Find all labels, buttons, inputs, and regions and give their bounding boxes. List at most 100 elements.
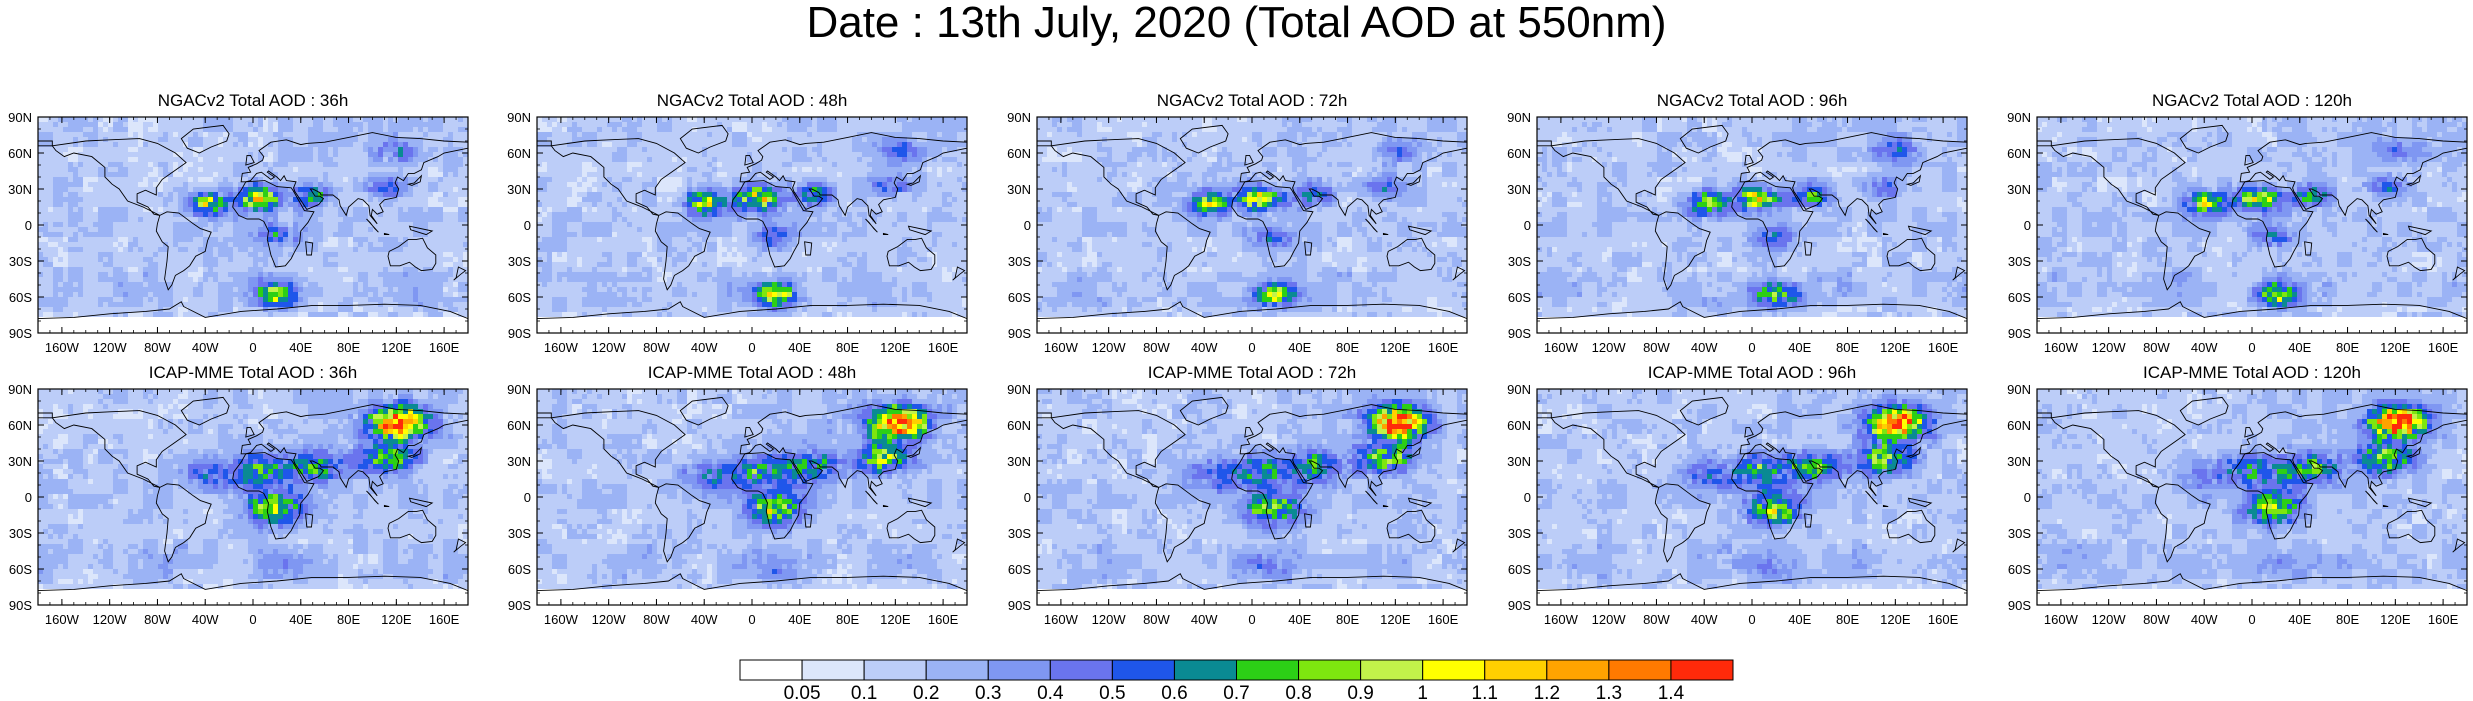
lat-tick-label: 60N [8, 418, 32, 433]
lon-tick-label: 160W [1044, 612, 1079, 627]
lat-tick-label: 0 [25, 218, 32, 233]
coastlines [2037, 124, 2467, 333]
lon-tick-label: 0 [1248, 612, 1255, 627]
lat-tick-label: 60N [507, 146, 531, 161]
lat-tick-label: 90N [507, 110, 531, 125]
lon-tick-label: 160E [1928, 340, 1959, 355]
lat-tick-label: 60S [1008, 562, 1031, 577]
lon-tick-label: 120W [2092, 340, 2127, 355]
lon-tick-label: 120E [2380, 612, 2411, 627]
coastlines [537, 396, 967, 605]
lon-tick-label: 40E [1288, 612, 1311, 627]
lon-tick-label: 120E [880, 612, 911, 627]
panel-title: NGACv2 Total AOD : 36h [158, 91, 349, 110]
lon-tick-label: 80W [144, 612, 171, 627]
lat-tick-label: 30S [508, 526, 531, 541]
lat-tick-label: 30N [1007, 454, 1031, 469]
lat-tick-label: 30S [1508, 526, 1531, 541]
colorbar-label: 1.2 [1534, 683, 1560, 701]
lon-tick-label: 40W [1691, 340, 1718, 355]
lon-tick-label: 120W [93, 340, 128, 355]
lon-tick-label: 80W [1643, 612, 1670, 627]
lon-tick-label: 40W [691, 340, 718, 355]
lat-tick-label: 60S [1508, 290, 1531, 305]
lon-tick-label: 120W [592, 612, 627, 627]
lon-tick-label: 80W [144, 340, 171, 355]
lat-tick-label: 30N [8, 454, 32, 469]
lat-tick-label: 0 [2024, 490, 2031, 505]
lon-tick-label: 80W [1143, 340, 1170, 355]
lon-tick-label: 0 [1748, 340, 1755, 355]
lon-tick-label: 160W [1544, 340, 1579, 355]
lon-tick-label: 80W [1643, 340, 1670, 355]
lat-tick-label: 0 [25, 490, 32, 505]
colorbar-box [1670, 659, 1734, 681]
lat-tick-label: 60S [1508, 562, 1531, 577]
lat-tick-label: 30S [1508, 254, 1531, 269]
lat-tick-label: 60N [1007, 146, 1031, 161]
lat-tick-label: 90S [1508, 326, 1531, 341]
lat-tick-label: 90N [8, 110, 32, 125]
lon-tick-label: 160W [544, 340, 579, 355]
panel-title: NGACv2 Total AOD : 72h [1157, 91, 1348, 110]
lat-tick-label: 0 [524, 218, 531, 233]
lon-tick-label: 40W [2191, 612, 2218, 627]
lon-tick-label: 120E [1380, 340, 1411, 355]
lon-tick-label: 160E [2428, 340, 2459, 355]
map-panel-10: 90N 60N 30N 0 30S 60S 90S 160W 120W 80W 40W 0 40E 80E… [2007, 363, 2468, 627]
lon-tick-label: 160E [928, 612, 959, 627]
panel-title: NGACv2 Total AOD : 48h [657, 91, 848, 110]
lon-tick-label: 160E [429, 340, 460, 355]
lon-tick-label: 40E [788, 340, 811, 355]
lat-tick-label: 90N [1507, 110, 1531, 125]
lon-tick-label: 80W [2143, 340, 2170, 355]
lon-tick-label: 160E [429, 612, 460, 627]
lat-tick-label: 30N [2007, 454, 2031, 469]
lon-tick-label: 160E [1428, 340, 1459, 355]
map-panel-7: 90N 60N 30N 0 30S 60S 90S 160W 120W 80W 40W 0 40E 80E… [507, 363, 968, 627]
lat-tick-label: 90N [2007, 110, 2031, 125]
panel-title: NGACv2 Total AOD : 120h [2152, 91, 2352, 110]
lon-tick-label: 120E [1380, 612, 1411, 627]
lat-tick-label: 60N [2007, 418, 2031, 433]
lat-tick-label: 30N [507, 182, 531, 197]
coastlines [38, 124, 468, 333]
lat-tick-label: 0 [1524, 490, 1531, 505]
lon-tick-label: 80E [1836, 340, 1859, 355]
map-panel-3: 90N 60N 30N 0 30S 60S 90S 160W 120W 80W 40W 0 40E 80E… [1007, 91, 1468, 355]
panel-title: ICAP-MME Total AOD : 120h [2143, 363, 2361, 382]
lon-tick-label: 40E [1788, 340, 1811, 355]
panel-title: NGACv2 Total AOD : 96h [1657, 91, 1848, 110]
colorbar-box [739, 659, 803, 681]
colorbar-label: 0.5 [1099, 683, 1125, 701]
lon-tick-label: 120E [1880, 340, 1911, 355]
lon-tick-label: 160E [2428, 612, 2459, 627]
lat-tick-label: 30N [2007, 182, 2031, 197]
map-panel-5: 90N 60N 30N 0 30S 60S 90S 160W 120W 80W 40W 0 40E 80E… [2007, 91, 2468, 355]
lat-tick-label: 30N [1507, 182, 1531, 197]
aod-field [1537, 117, 1967, 333]
lon-tick-label: 40W [192, 612, 219, 627]
lon-tick-label: 40W [1691, 612, 1718, 627]
lat-tick-label: 60S [9, 290, 32, 305]
lon-tick-label: 40W [691, 612, 718, 627]
lon-tick-label: 80E [1336, 340, 1359, 355]
lon-tick-label: 120E [381, 612, 412, 627]
lat-tick-label: 90N [1007, 110, 1031, 125]
main-title: Date : 13th July, 2020 (Total AOD at 550… [0, 0, 2473, 46]
coastlines [38, 396, 468, 605]
colorbar-label: 1.3 [1596, 683, 1622, 701]
aod-field [2037, 389, 2467, 605]
aod-field [38, 389, 468, 605]
lat-tick-label: 90N [1507, 382, 1531, 397]
lat-tick-label: 90N [8, 382, 32, 397]
lon-tick-label: 40W [2191, 340, 2218, 355]
lon-tick-label: 80E [836, 612, 859, 627]
lat-tick-label: 30N [8, 182, 32, 197]
lon-tick-label: 0 [2248, 612, 2255, 627]
lat-tick-label: 60N [8, 146, 32, 161]
lat-tick-label: 60N [1507, 146, 1531, 161]
lat-tick-label: 60N [1507, 418, 1531, 433]
lat-tick-label: 30S [1008, 254, 1031, 269]
colorbar-box [1236, 659, 1300, 681]
